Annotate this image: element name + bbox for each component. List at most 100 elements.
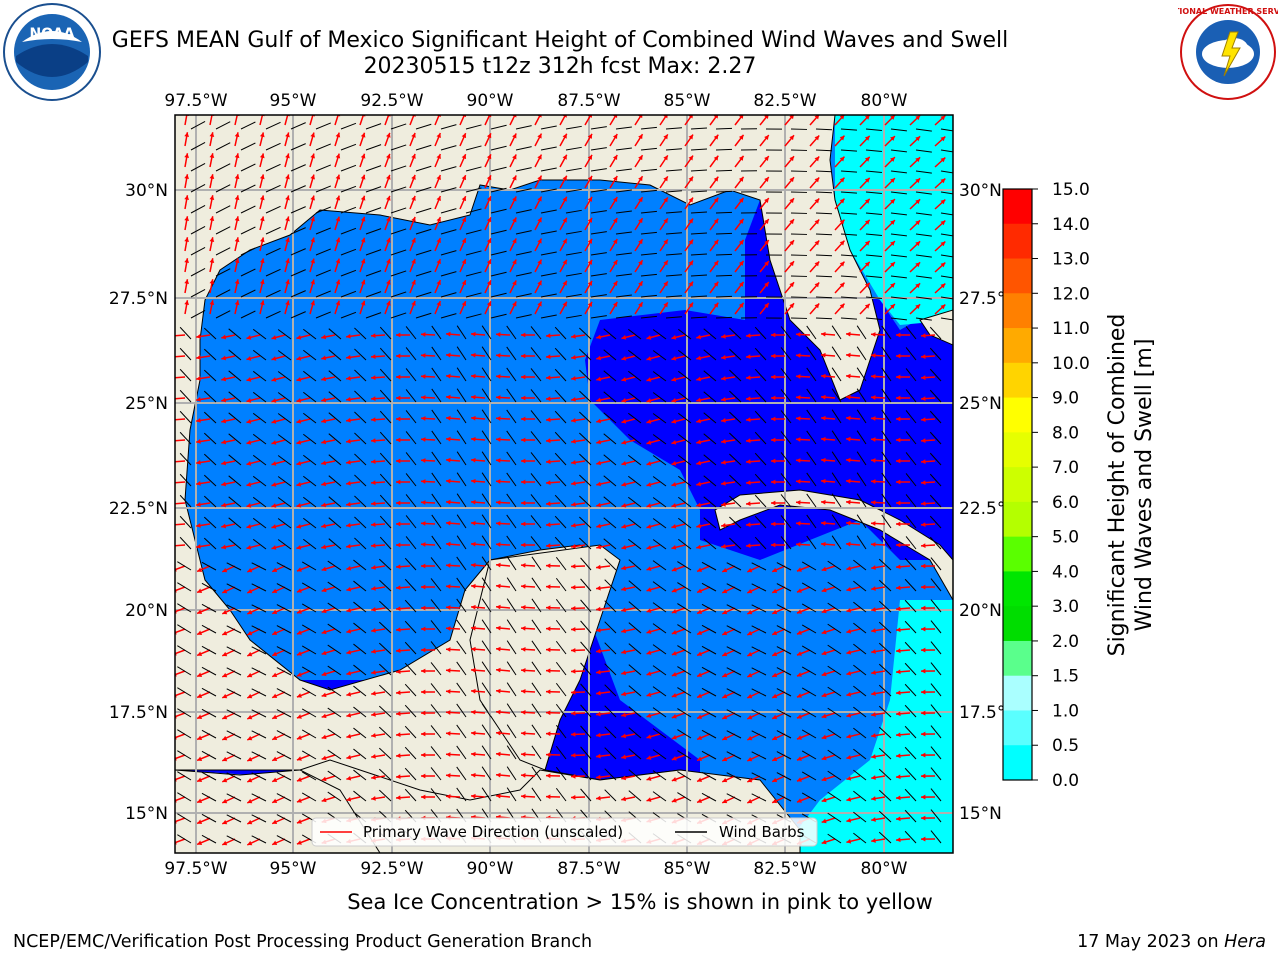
wave-direction-arrowhead xyxy=(722,567,728,573)
wave-direction-arrowhead xyxy=(271,377,277,382)
lon-label: 90°W xyxy=(467,859,514,879)
wave-direction-arrowhead xyxy=(646,587,652,592)
wave-direction-arrowhead xyxy=(738,197,744,203)
wind-barb xyxy=(776,772,792,781)
wind-barb xyxy=(801,645,817,655)
wave-direction-arrowhead xyxy=(247,777,253,783)
wave-direction-arrowhead xyxy=(846,541,851,547)
wave-direction-arrowhead xyxy=(722,693,728,699)
wave-direction-arrowhead xyxy=(747,567,753,573)
wind-barb xyxy=(640,126,657,130)
wind-barb xyxy=(456,451,467,466)
wave-direction-arrowhead xyxy=(921,354,926,360)
wave-direction-arrowhead xyxy=(471,604,476,610)
wind-barb xyxy=(301,666,317,676)
wind-barb xyxy=(853,622,867,634)
wind-barb xyxy=(603,370,617,382)
wind-barb xyxy=(430,578,442,592)
wave-direction-arrowhead xyxy=(546,563,551,569)
wind-barb xyxy=(690,169,708,172)
wind-barb xyxy=(856,346,867,361)
wind-barb xyxy=(203,369,217,382)
wave-direction-arrowhead xyxy=(621,628,627,634)
wind-barb xyxy=(277,518,292,529)
wave-direction-arrow xyxy=(175,439,186,442)
wave-direction-arrowhead xyxy=(335,258,341,264)
wind-barb xyxy=(801,561,817,571)
wave-direction-arrowhead xyxy=(764,177,769,183)
wind-barb xyxy=(179,431,192,445)
wind-barb xyxy=(726,730,742,739)
wind-barb xyxy=(226,646,242,655)
wave-direction-arrowhead xyxy=(571,522,576,528)
wind-barb xyxy=(615,147,632,151)
wind-barb xyxy=(456,430,467,445)
wave-direction-arrowhead xyxy=(247,756,253,762)
lat-labels-left: 30°N 27.5°N 25°N 22.5°N 20°N 17.5°N 15°N xyxy=(109,181,168,824)
wave-direction-arrowhead xyxy=(221,418,227,424)
wave-direction-arrowhead xyxy=(896,648,901,654)
wave-direction-arrowhead xyxy=(839,261,845,267)
wind-barb xyxy=(506,535,517,550)
wave-direction-arrowhead xyxy=(296,544,302,550)
wind-barb xyxy=(481,367,492,382)
wave-direction-arrowhead xyxy=(796,567,802,572)
wave-direction-arrowhead xyxy=(646,776,652,781)
wind-barb xyxy=(865,149,882,152)
wave-direction-arrowhead xyxy=(596,397,602,403)
wind-barb xyxy=(177,771,192,781)
wave-direction-arrowhead xyxy=(272,693,278,699)
wind-barb xyxy=(378,768,392,781)
wave-direction-arrowhead xyxy=(246,545,252,550)
wind-barb xyxy=(865,170,882,173)
wave-direction-arrowhead xyxy=(772,567,778,573)
wind-barb xyxy=(905,347,917,361)
wind-barb xyxy=(677,561,692,571)
wind-barb xyxy=(177,624,192,634)
wind-barb xyxy=(431,493,442,508)
wave-direction-arrowhead xyxy=(871,395,876,400)
wave-direction-arrowhead xyxy=(496,688,501,694)
wave-direction-arrow xyxy=(175,397,186,400)
wave-direction-arrowhead xyxy=(436,217,441,223)
wind-barb xyxy=(881,409,892,424)
wind-barb xyxy=(328,391,342,403)
wind-barb xyxy=(677,412,692,424)
wind-barb xyxy=(940,191,953,195)
wind-barb xyxy=(481,325,492,340)
wave-direction-arrowhead xyxy=(721,417,726,423)
wave-direction-arrowhead xyxy=(321,734,327,740)
wave-direction-arrowhead xyxy=(471,625,476,631)
wave-direction-arrowhead xyxy=(296,672,302,677)
wave-direction-arrowhead xyxy=(663,115,668,119)
wind-barb xyxy=(327,644,342,655)
lat-label: 25°N xyxy=(959,394,1002,414)
wave-direction-arrowhead xyxy=(512,175,517,181)
wind-barb xyxy=(881,346,892,361)
wind-barb xyxy=(780,515,792,529)
lon-label: 80°W xyxy=(861,859,908,879)
wave-direction-arrowhead xyxy=(196,439,201,444)
wind-barb xyxy=(506,640,517,655)
wind-barb xyxy=(379,494,392,508)
wave-direction-arrowhead xyxy=(335,237,341,243)
wind-barb xyxy=(252,433,267,445)
wave-direction-arrowhead xyxy=(461,133,467,139)
wind-barb xyxy=(930,557,942,571)
wind-barb xyxy=(604,579,617,592)
wave-direction-arrowhead xyxy=(771,437,776,443)
wave-direction-arrowhead xyxy=(285,153,290,159)
wind-barb xyxy=(540,188,557,193)
wave-direction-arrowhead xyxy=(486,259,492,265)
wave-direction-arrowhead xyxy=(871,628,876,633)
wind-barb xyxy=(580,746,592,760)
wave-direction-arrowhead xyxy=(222,840,228,846)
wave-direction-arrowhead xyxy=(940,304,946,310)
wind-barb xyxy=(590,315,607,319)
wind-barb xyxy=(856,451,867,466)
wind-barb xyxy=(701,561,717,571)
wind-barb xyxy=(365,312,382,319)
wind-barb xyxy=(665,316,682,319)
wind-barb xyxy=(201,813,217,823)
colorbar-segment xyxy=(1003,640,1032,677)
